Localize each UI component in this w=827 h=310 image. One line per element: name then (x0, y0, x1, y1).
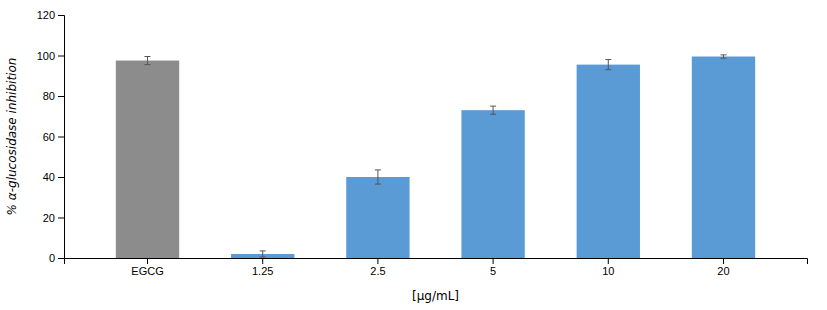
tick-label: 0 (49, 252, 55, 264)
tick-label: 20 (43, 212, 55, 224)
tick-mark (723, 258, 724, 264)
y-tick: 120 (37, 9, 64, 21)
bar (116, 61, 179, 258)
plot-area: 0 20 40 60 80 100 120 EGCG 1.25 2.5 5 10 20 (37, 9, 808, 277)
error-bar (490, 106, 496, 114)
tick-mark (58, 137, 64, 138)
y-tick: 20 (43, 212, 64, 224)
x-tick: 2.5 (370, 258, 385, 277)
y-tick: 40 (43, 171, 64, 183)
tick-label: EGCG (131, 265, 163, 277)
tick-mark (58, 177, 64, 178)
x-tick: EGCG (131, 258, 163, 277)
tick-label: 2.5 (370, 265, 385, 277)
y-axis: 0 20 40 60 80 100 120 (37, 9, 65, 264)
tick-label: 120 (37, 9, 55, 21)
bar (577, 65, 640, 258)
tick-label: 40 (43, 171, 55, 183)
bars (116, 55, 755, 258)
x-tick: 10 (602, 258, 614, 277)
x-tick: 20 (717, 258, 729, 277)
tick-mark (58, 258, 64, 259)
tick-mark (262, 258, 263, 264)
error-bar (720, 55, 726, 58)
tick-mark (58, 15, 64, 16)
x-tick: 1.25 (252, 258, 273, 277)
axis-line (58, 16, 65, 259)
chart: 0 20 40 60 80 100 120 EGCG 1.25 2.5 5 10 20 [µg/mL] % … (0, 0, 827, 310)
tick-label: 80 (43, 90, 55, 102)
tick-label: 60 (43, 131, 55, 143)
tick-label: 10 (602, 265, 614, 277)
error-bar (375, 170, 381, 184)
bar (346, 177, 409, 258)
x-axis: EGCG 1.25 2.5 5 10 20 (65, 258, 808, 277)
y-tick: 0 (49, 252, 64, 264)
y-tick: 80 (43, 90, 64, 102)
error-bar (145, 57, 151, 65)
tick-mark (493, 258, 494, 264)
tick-mark (608, 258, 609, 264)
axis-line (65, 259, 808, 265)
tick-label: 1.25 (252, 265, 273, 277)
tick-label: 5 (490, 265, 496, 277)
error-bar (260, 251, 266, 257)
error-bar (605, 60, 611, 70)
y-tick: 60 (43, 131, 64, 143)
tick-mark (147, 258, 148, 264)
tick-mark (58, 218, 64, 219)
bar (461, 110, 524, 258)
y-axis-title: % α-glucosidase inhibition (5, 58, 19, 216)
tick-mark (377, 258, 378, 264)
bar (692, 57, 755, 258)
tick-mark (58, 56, 64, 57)
x-axis-title: [µg/mL] (412, 289, 459, 303)
tick-label: 100 (37, 50, 55, 62)
tick-mark (58, 96, 64, 97)
tick-label: 20 (717, 265, 729, 277)
y-tick: 100 (37, 50, 64, 62)
x-tick: 5 (490, 258, 496, 277)
